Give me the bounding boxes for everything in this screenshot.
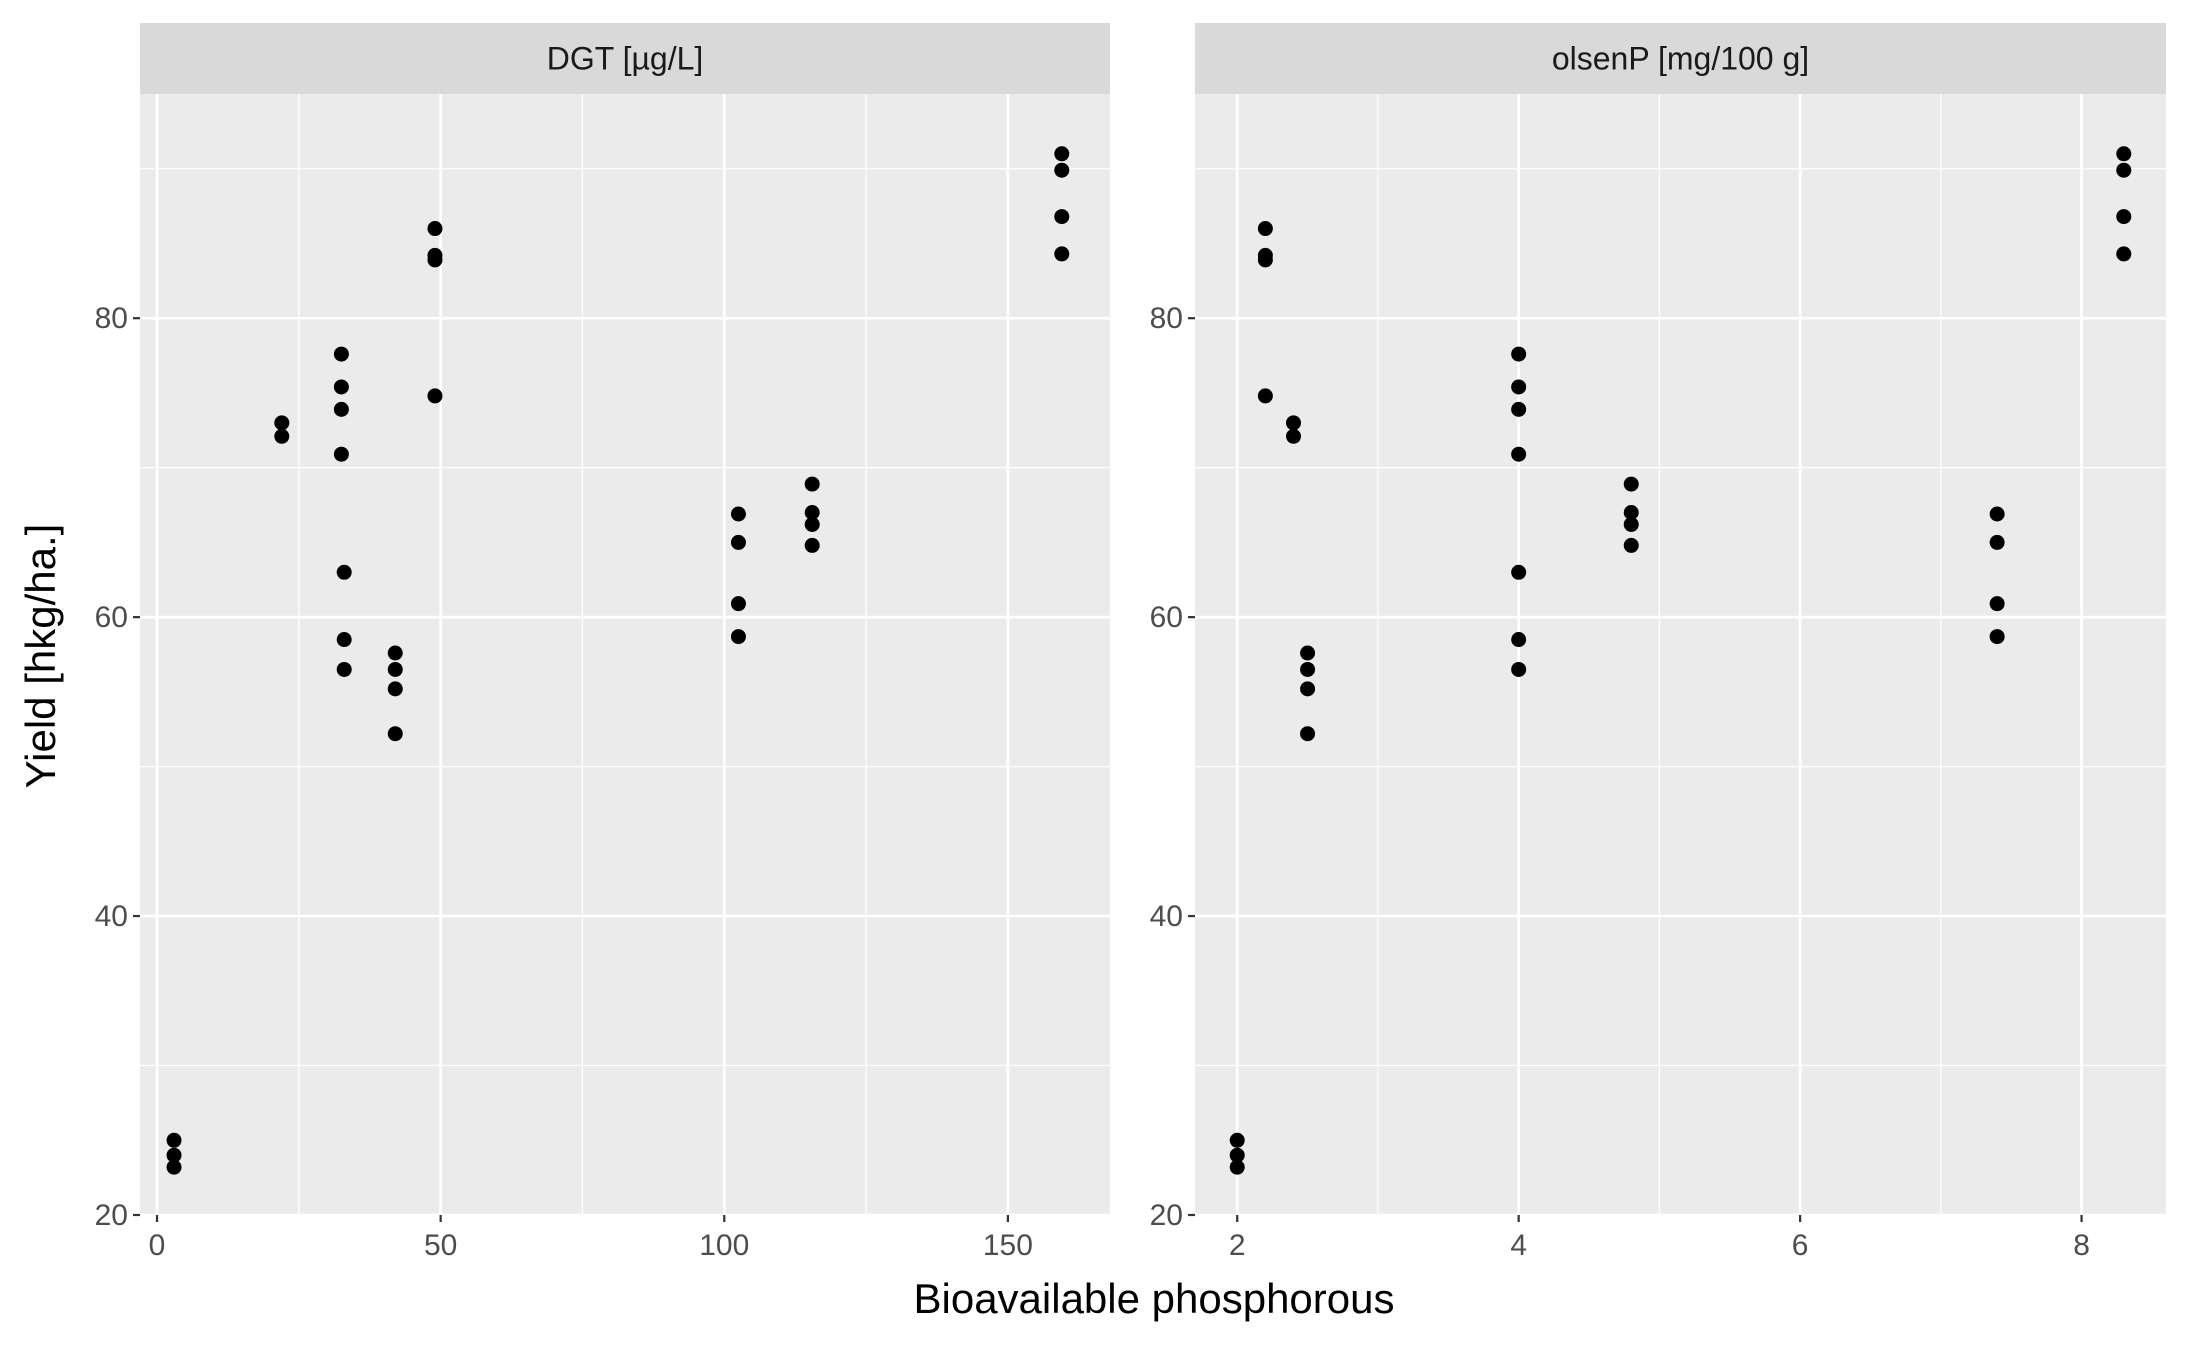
data-point bbox=[2116, 209, 2132, 225]
data-point bbox=[427, 252, 443, 268]
data-point bbox=[1229, 1147, 1245, 1163]
facet-strip bbox=[140, 23, 1110, 94]
data-point bbox=[1511, 401, 1527, 417]
panel-background bbox=[140, 94, 1110, 1215]
data-point bbox=[1054, 162, 1070, 178]
data-point bbox=[427, 388, 443, 404]
y-tick-label: 20 bbox=[1150, 1199, 1183, 1232]
data-point bbox=[333, 401, 349, 417]
data-point bbox=[1511, 379, 1527, 395]
data-point bbox=[804, 476, 820, 492]
panel-dgt: DGT [µg/L] 20 40 60 80 0 50 100 150 bbox=[95, 23, 1110, 1262]
y-axis-title: Yield [hkg/ha.] bbox=[17, 524, 64, 789]
data-point bbox=[1229, 1159, 1245, 1175]
facet-strip-label: olsenP [mg/100 g] bbox=[1552, 41, 1809, 77]
data-point bbox=[1054, 146, 1070, 162]
data-point bbox=[387, 726, 403, 742]
data-point bbox=[387, 645, 403, 661]
data-point bbox=[1054, 209, 1070, 225]
data-point bbox=[1300, 726, 1316, 742]
data-point bbox=[1623, 476, 1639, 492]
data-point bbox=[1286, 415, 1302, 431]
y-tick-label: 40 bbox=[1150, 900, 1183, 933]
data-point bbox=[1511, 661, 1527, 677]
x-tick-label: 6 bbox=[1792, 1229, 1809, 1262]
data-point bbox=[730, 534, 746, 550]
data-point bbox=[730, 629, 746, 645]
data-point bbox=[1257, 221, 1273, 237]
data-point bbox=[166, 1132, 182, 1148]
y-tick-label: 40 bbox=[95, 900, 128, 933]
data-point bbox=[2116, 146, 2132, 162]
data-point bbox=[2116, 162, 2132, 178]
data-point bbox=[166, 1159, 182, 1175]
data-point bbox=[804, 537, 820, 553]
data-point bbox=[1989, 506, 2005, 522]
data-point bbox=[804, 516, 820, 532]
x-tick-label: 4 bbox=[1510, 1229, 1527, 1262]
data-point bbox=[1300, 661, 1316, 677]
data-point bbox=[1511, 632, 1527, 648]
data-point bbox=[1623, 516, 1639, 532]
data-point bbox=[1229, 1132, 1245, 1148]
data-point bbox=[1623, 505, 1639, 521]
x-tick-label: 8 bbox=[2073, 1229, 2090, 1262]
panels-layer: DGT [µg/L] 20 40 60 80 0 50 100 150 olsenP [mg/10… bbox=[95, 23, 2166, 1262]
x-tick-label: 150 bbox=[983, 1229, 1033, 1262]
data-point bbox=[336, 661, 352, 677]
data-point bbox=[1623, 537, 1639, 553]
facet-strip-label: DGT [µg/L] bbox=[547, 41, 704, 77]
data-point bbox=[804, 505, 820, 521]
y-tick-label: 80 bbox=[1150, 302, 1183, 335]
y-tick-label: 20 bbox=[95, 1199, 128, 1232]
data-point bbox=[427, 221, 443, 237]
data-point bbox=[1300, 681, 1316, 697]
data-point bbox=[1511, 346, 1527, 362]
data-point bbox=[387, 681, 403, 697]
data-point bbox=[1300, 645, 1316, 661]
data-point bbox=[2116, 246, 2132, 262]
x-tick-label: 0 bbox=[149, 1229, 166, 1262]
panel-olsenp: olsenP [mg/100 g] 20 40 60 80 2 4 6 8 bbox=[1150, 23, 2166, 1262]
data-point bbox=[1257, 388, 1273, 404]
data-point bbox=[336, 632, 352, 648]
data-point bbox=[730, 506, 746, 522]
data-point bbox=[1286, 428, 1302, 444]
data-point bbox=[166, 1147, 182, 1163]
data-point bbox=[730, 596, 746, 612]
data-point bbox=[333, 446, 349, 462]
panel-background bbox=[1195, 94, 2166, 1215]
facet-strip bbox=[1195, 23, 2166, 94]
data-point bbox=[274, 428, 290, 444]
data-point bbox=[336, 564, 352, 580]
data-point bbox=[1511, 564, 1527, 580]
data-point bbox=[274, 415, 290, 431]
data-point bbox=[333, 379, 349, 395]
data-point bbox=[1511, 446, 1527, 462]
data-point bbox=[333, 346, 349, 362]
x-axis-title: Bioavailable phosphorous bbox=[913, 1275, 1394, 1322]
y-tick-label: 60 bbox=[1150, 601, 1183, 634]
x-tick-label: 2 bbox=[1229, 1229, 1246, 1262]
data-point bbox=[1989, 534, 2005, 550]
x-tick-label: 50 bbox=[424, 1229, 457, 1262]
data-point bbox=[1054, 246, 1070, 262]
data-point bbox=[1989, 629, 2005, 645]
data-point bbox=[1257, 252, 1273, 268]
y-tick-label: 80 bbox=[95, 302, 128, 335]
data-point bbox=[1989, 596, 2005, 612]
data-point bbox=[387, 661, 403, 677]
x-tick-label: 100 bbox=[699, 1229, 749, 1262]
y-tick-label: 60 bbox=[95, 601, 128, 634]
